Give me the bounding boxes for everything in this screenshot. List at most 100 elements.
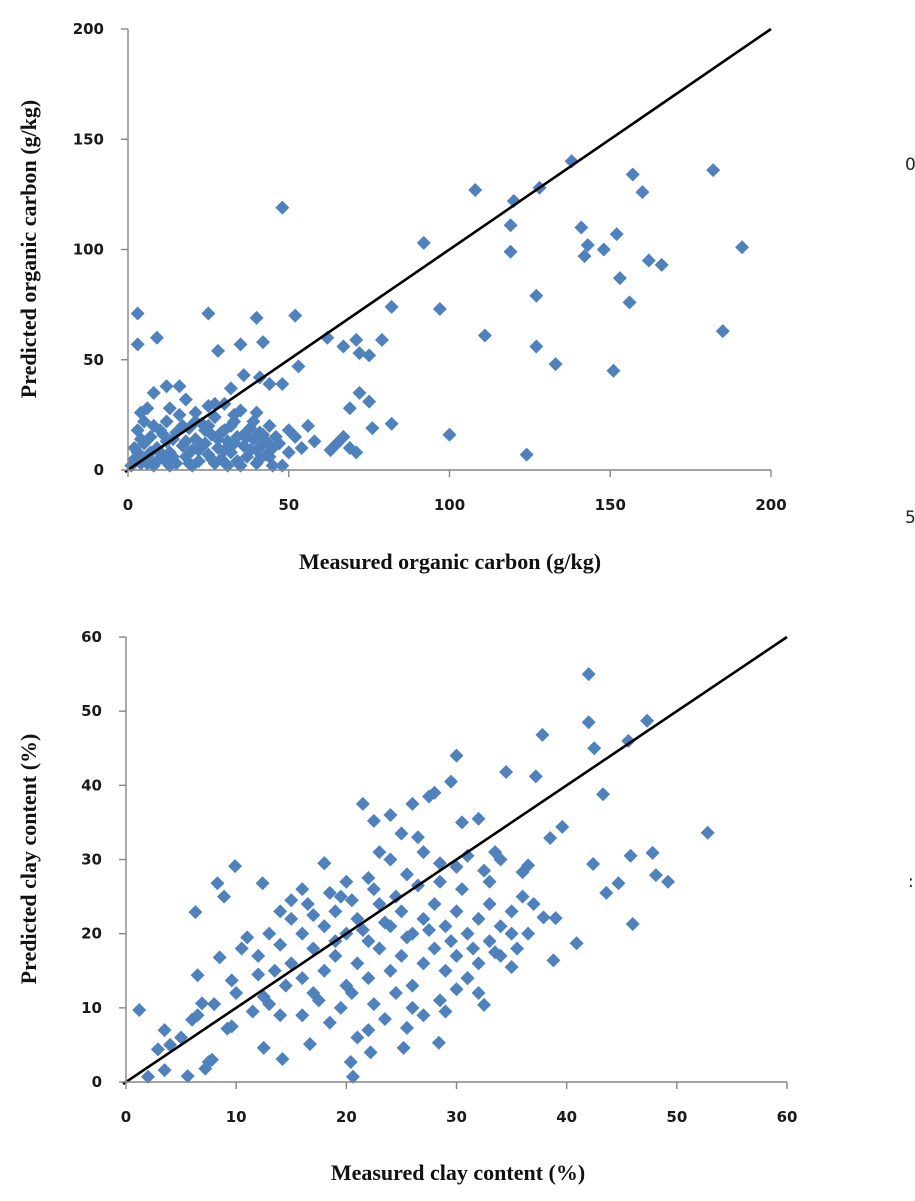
- data-point: [449, 948, 464, 963]
- data-point: [233, 337, 248, 352]
- data-point: [262, 418, 277, 433]
- data-point: [661, 874, 676, 889]
- data-point: [223, 381, 238, 396]
- data-point: [156, 427, 171, 442]
- data-point: [210, 876, 225, 891]
- data-point: [284, 893, 299, 908]
- data-point: [133, 432, 148, 447]
- data-point: [543, 830, 558, 845]
- data-point: [294, 440, 309, 455]
- x-axis-title: Measured organic carbon (g/kg): [299, 549, 601, 574]
- data-point: [217, 443, 232, 458]
- data-point: [394, 904, 409, 919]
- data-point: [471, 986, 486, 1000]
- data-point: [328, 948, 343, 963]
- data-point: [295, 926, 310, 941]
- data-point: [609, 227, 624, 242]
- data-point: [275, 377, 290, 392]
- data-point: [555, 819, 570, 834]
- data-point: [306, 908, 321, 923]
- data-point: [217, 889, 232, 904]
- data-point: [443, 774, 458, 789]
- y-tick-label: 50: [81, 702, 102, 720]
- data-point: [621, 733, 636, 748]
- x-tick-label: 50: [666, 1108, 687, 1126]
- data-point: [416, 1008, 431, 1023]
- data-point: [449, 859, 464, 874]
- data-point: [229, 986, 244, 1000]
- data-point: [157, 1063, 172, 1078]
- data-point: [146, 385, 161, 400]
- data-point: [499, 764, 514, 779]
- data-point: [194, 438, 209, 453]
- data-point: [251, 967, 266, 982]
- cropped-text-fragment: 0: [905, 155, 915, 175]
- data-point: [715, 324, 730, 339]
- data-point: [141, 1069, 156, 1084]
- data-point: [363, 1045, 378, 1060]
- data-point: [384, 416, 399, 431]
- data-point: [482, 897, 497, 911]
- data-point: [477, 997, 492, 1012]
- data-point: [262, 997, 277, 1012]
- data-point: [460, 971, 475, 986]
- data-point: [288, 308, 303, 323]
- data-point: [127, 440, 142, 455]
- data-point: [416, 845, 431, 860]
- data-point: [529, 288, 544, 303]
- data-point: [268, 429, 283, 444]
- data-point: [471, 911, 486, 926]
- data-point: [586, 856, 601, 871]
- data-point: [432, 993, 447, 1008]
- y-tick-label: 30: [81, 851, 102, 869]
- data-point: [438, 1004, 453, 1019]
- data-point: [198, 1061, 213, 1076]
- data-point: [394, 948, 409, 963]
- data-point: [700, 825, 715, 840]
- data-point: [345, 1069, 360, 1084]
- data-point: [130, 337, 145, 352]
- data-point: [246, 414, 261, 429]
- y-tick-label: 40: [81, 776, 102, 794]
- data-point: [278, 978, 293, 993]
- data-point: [410, 830, 425, 845]
- data-point: [432, 302, 447, 317]
- data-point: [383, 963, 398, 978]
- data-point: [399, 867, 414, 882]
- data-point: [188, 405, 203, 420]
- x-tick-label: 100: [434, 496, 465, 514]
- data-point: [336, 339, 351, 354]
- data-point: [640, 713, 655, 728]
- data-point: [223, 418, 238, 433]
- data-point: [394, 826, 409, 841]
- data-point: [302, 1037, 317, 1052]
- data-point: [227, 407, 242, 422]
- data-point: [503, 244, 518, 259]
- data-point: [645, 845, 660, 860]
- scatter-points: [132, 667, 715, 1084]
- x-tick-label: 50: [278, 496, 299, 514]
- data-point: [421, 922, 436, 937]
- data-point: [466, 941, 481, 956]
- data-point: [317, 963, 332, 978]
- data-point: [442, 427, 457, 442]
- data-point: [352, 385, 367, 400]
- scatter-points: [124, 154, 750, 473]
- data-point: [333, 889, 348, 904]
- data-point: [172, 407, 187, 422]
- data-point: [648, 868, 663, 883]
- data-point: [383, 852, 398, 867]
- data-point: [654, 257, 669, 272]
- data-point: [239, 429, 254, 444]
- data-point: [361, 871, 376, 886]
- data-point: [536, 910, 551, 925]
- data-point: [243, 443, 258, 458]
- data-point: [224, 1019, 239, 1034]
- data-point: [449, 748, 464, 763]
- data-point: [477, 863, 492, 878]
- data-point: [515, 865, 530, 880]
- data-point: [432, 874, 447, 889]
- data-point: [162, 401, 177, 416]
- data-point: [317, 919, 332, 934]
